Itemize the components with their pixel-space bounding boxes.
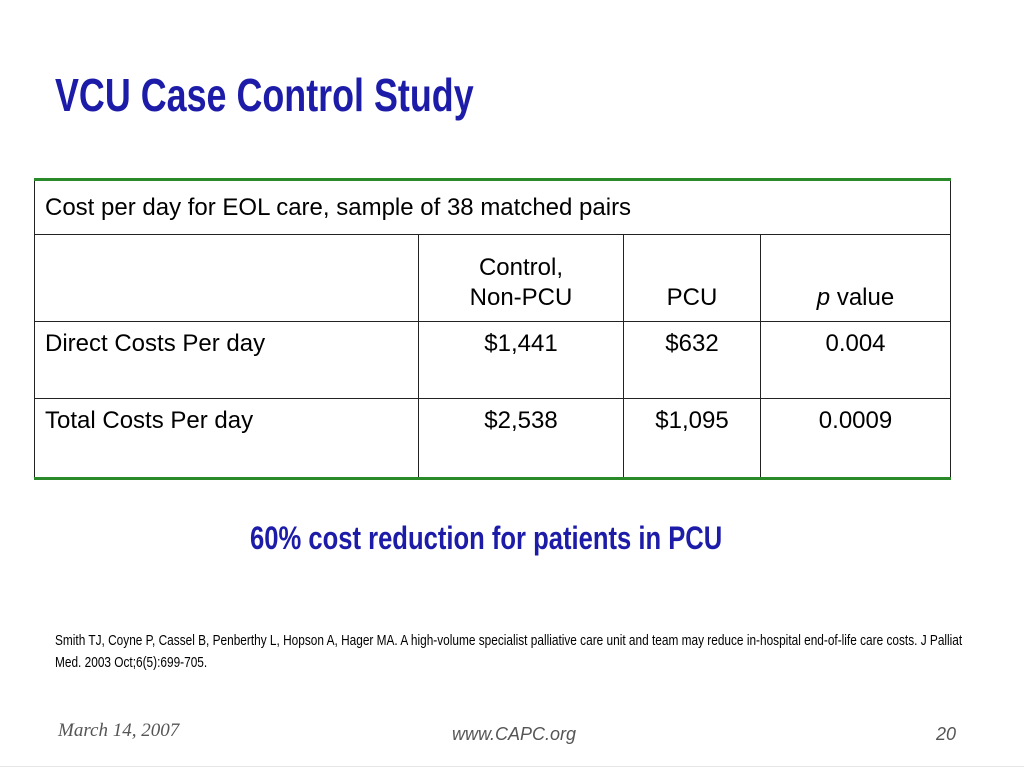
header-p-value: p value	[760, 234, 951, 322]
cost-table: Cost per day for EOL care, sample of 38 …	[34, 178, 951, 480]
header-value: value	[836, 284, 895, 311]
control-cell: $1,441	[418, 321, 624, 399]
footer-date: March 14, 2007	[58, 720, 180, 741]
table-row: Total Costs Per day $2,538 $1,095 0.0009	[34, 398, 951, 480]
header-control-line1: Control,	[478, 254, 564, 281]
reference-citation: Smith TJ, Coyne P, Cassel B, Penberthy L…	[55, 632, 963, 671]
table-caption: Cost per day for EOL care, sample of 38 …	[34, 178, 951, 235]
table-row: Direct Costs Per day $1,441 $632 0.004	[34, 321, 951, 399]
table-header-row: Control, Non-PCU PCU p value	[34, 234, 951, 322]
header-control-line2: Non-PCU	[469, 284, 573, 311]
pcu-cell: $1,095	[623, 398, 761, 480]
conclusion-text: 60% cost reduction for patients in PCU	[250, 520, 723, 556]
control-cell: $2,538	[418, 398, 624, 480]
bottom-divider	[0, 766, 1024, 767]
table-caption-row: Cost per day for EOL care, sample of 38 …	[34, 178, 951, 235]
header-control: Control, Non-PCU	[418, 234, 624, 322]
slide-title: VCU Case Control Study	[55, 69, 474, 121]
p-cell: 0.0009	[760, 398, 951, 480]
p-cell: 0.004	[760, 321, 951, 399]
row-label: Total Costs Per day	[34, 398, 419, 480]
page-number: 20	[936, 724, 957, 744]
row-label: Direct Costs Per day	[34, 321, 419, 399]
pcu-cell: $632	[623, 321, 761, 399]
header-empty	[34, 234, 419, 322]
footer-url: www.CAPC.org	[452, 724, 577, 744]
header-pcu: PCU	[623, 234, 761, 322]
header-p: p	[816, 284, 831, 311]
